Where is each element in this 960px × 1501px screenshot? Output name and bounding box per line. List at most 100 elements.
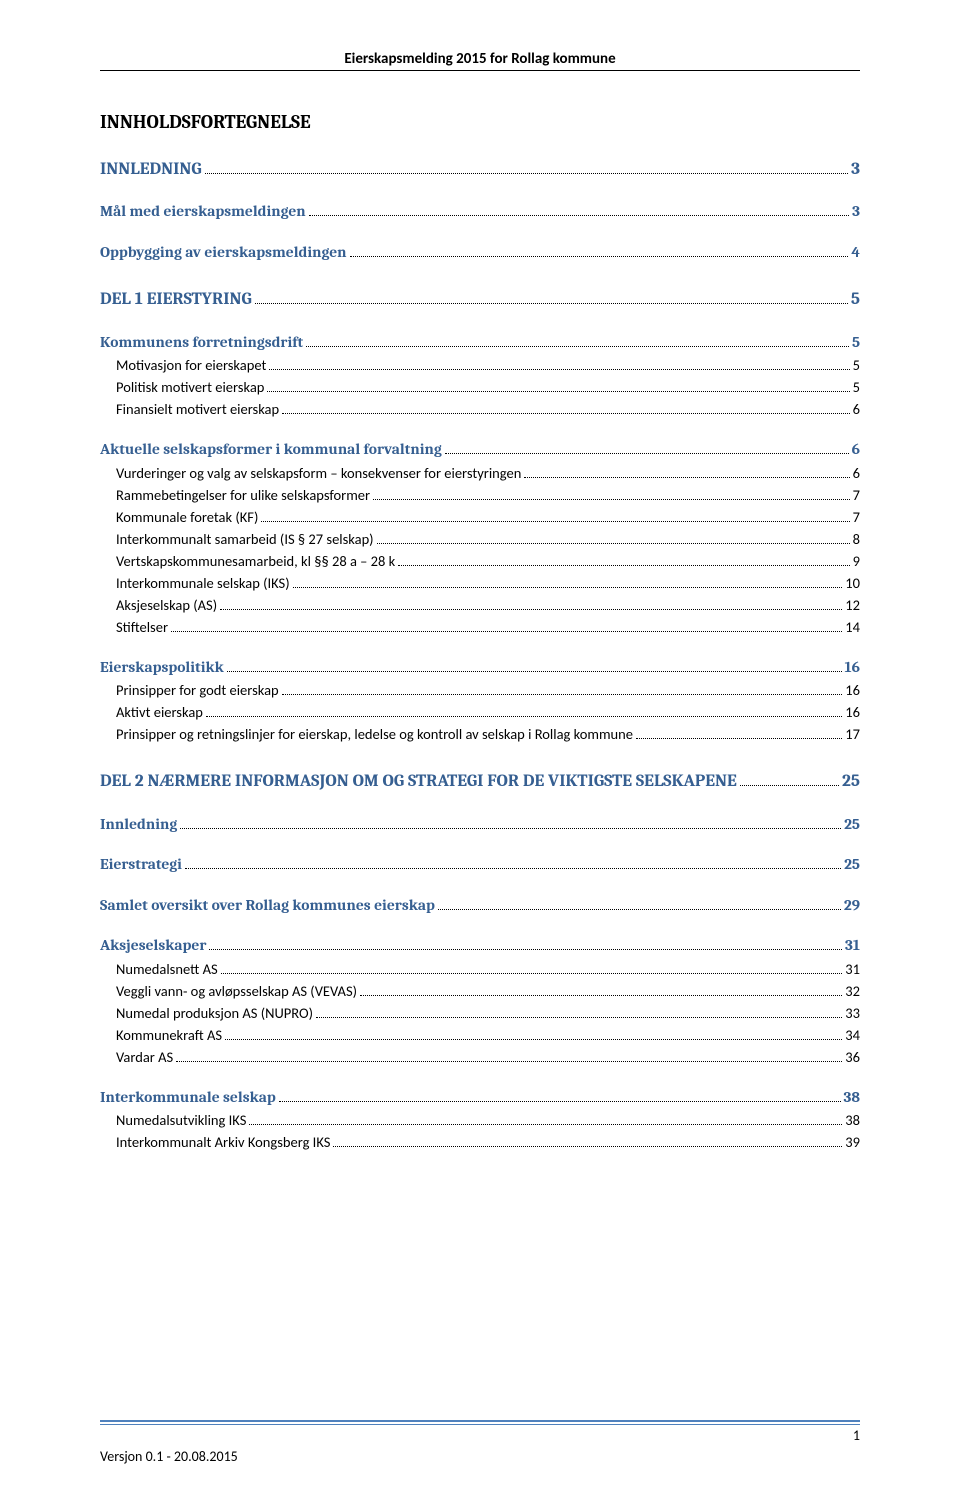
toc-entry-label: Vurderinger og valg av selskapsform – ko…: [116, 463, 521, 484]
toc-entry-page: 16: [845, 680, 860, 701]
toc-leader-dots: [373, 487, 850, 500]
toc-entry: Eierstrategi25: [100, 853, 860, 875]
toc-entry-label: Aksjeselskap (AS): [116, 595, 217, 616]
toc-leader-dots: [445, 440, 849, 454]
toc-entry-label: DEL 2 NÆRMERE INFORMASJON OM OG STRATEGI…: [100, 769, 737, 794]
toc-leader-dots: [261, 509, 849, 522]
toc-entry: Rammebetingelser for ulike selskapsforme…: [100, 485, 860, 506]
toc-entry: Interkommunale selskap 38: [100, 1086, 860, 1108]
toc-leader-dots: [524, 465, 849, 478]
toc-entry-label: Eierstrategi: [100, 853, 182, 875]
toc-leader-dots: [279, 1088, 841, 1102]
table-of-contents: INNLEDNING 3 Mål med eierskapsmeldingen 3 Op…: [100, 157, 860, 1153]
toc-entry-page: 38: [845, 1110, 860, 1131]
toc-entry-page: 6: [852, 438, 860, 460]
toc-entry-label: Oppbygging av eierskapsmeldingen: [100, 241, 347, 263]
footer-version-text: Versjon 0.1 - 20.08.2015: [100, 1448, 860, 1465]
toc-leader-dots: [438, 896, 841, 910]
toc-entry-label: Innledning: [100, 813, 177, 835]
toc-entry-page: 25: [844, 813, 860, 835]
toc-entry-label: Eierskapspolitikk: [100, 656, 224, 678]
toc-entry-label: Interkommunalt samarbeid (IS § 27 selska…: [116, 529, 374, 550]
toc-entry-page: 14: [845, 617, 860, 638]
toc-entry-label: Rammebetingelser for ulike selskapsforme…: [116, 485, 370, 506]
toc-entry-label: Kommunale foretak (KF): [116, 507, 258, 528]
toc-entry-page: 5: [853, 355, 860, 376]
toc-entry: Prinsipper og retningslinjer for eierska…: [100, 724, 860, 745]
toc-entry-page: 38: [844, 1086, 861, 1108]
toc-entry-label: INNLEDNING: [100, 157, 202, 182]
toc-entry: Innledning 25: [100, 813, 860, 835]
toc-entry: INNLEDNING 3: [100, 157, 860, 182]
toc-entry-label: Prinsipper og retningslinjer for eierska…: [116, 724, 633, 745]
toc-entry: Vertskapskommunesamarbeid, kl §§ 28 a – …: [100, 551, 860, 572]
toc-entry-label: Aksjeselskaper: [100, 934, 206, 956]
toc-leader-dots: [220, 597, 842, 610]
toc-leader-dots: [282, 682, 843, 695]
toc-entry: Numedal produksjon AS (NUPRO)33: [100, 1003, 860, 1024]
document-title: Eierskapsmelding 2015 for Rollag kommune: [344, 50, 615, 68]
toc-entry-page: 7: [853, 485, 860, 506]
toc-entry-page: 5: [851, 287, 860, 312]
toc-entry-label: Stiftelser: [116, 617, 168, 638]
toc-leader-dots: [176, 1049, 842, 1062]
page-footer: 1 Versjon 0.1 - 20.08.2015: [100, 1420, 860, 1465]
footer-rule-thick: [100, 1420, 860, 1422]
toc-entry: Politisk motivert eierskap5: [100, 377, 860, 398]
toc-entry-label: Kommunekraft AS: [116, 1025, 222, 1046]
toc-leader-dots: [209, 936, 842, 950]
toc-entry: Vardar AS36: [100, 1047, 860, 1068]
toc-leader-dots: [180, 815, 841, 829]
toc-entry: Interkommunalt samarbeid (IS § 27 selska…: [100, 529, 860, 550]
toc-entry: Aksjeselskaper 31: [100, 934, 860, 956]
toc-entry-label: Kommunens forretningsdrift: [100, 331, 303, 353]
toc-entry: Eierskapspolitikk 16: [100, 656, 860, 678]
toc-entry-page: 7: [853, 507, 860, 528]
toc-entry: Numedalsnett AS31: [100, 959, 860, 980]
toc-title: INNHOLDSFORTEGNELSE: [100, 111, 860, 133]
toc-entry: Aktivt eierskap16: [100, 702, 860, 723]
toc-leader-dots: [225, 1027, 842, 1040]
toc-entry: Interkommunale selskap (IKS)10: [100, 573, 860, 594]
document-header: Eierskapsmelding 2015 for Rollag kommune: [100, 50, 860, 71]
toc-entry: Kommunekraft AS 34: [100, 1025, 860, 1046]
toc-entry-page: 6: [853, 399, 860, 420]
toc-leader-dots: [205, 158, 848, 174]
toc-entry-page: 16: [845, 656, 860, 678]
toc-entry: Veggli vann- og avløpsselskap AS (VEVAS)…: [100, 981, 860, 1002]
toc-entry-label: Prinsipper for godt eierskap: [116, 680, 279, 701]
toc-entry: DEL 2 NÆRMERE INFORMASJON OM OG STRATEGI…: [100, 769, 860, 794]
toc-entry-page: 31: [845, 934, 860, 956]
footer-rule-thin: [100, 1424, 860, 1425]
toc-entry-page: 31: [845, 959, 860, 980]
toc-entry: Vurderinger og valg av selskapsform – ko…: [100, 463, 860, 484]
toc-entry: Numedalsutvikling IKS38: [100, 1110, 860, 1131]
page-number: 1: [100, 1427, 860, 1444]
toc-entry: Oppbygging av eierskapsmeldingen 4: [100, 241, 860, 263]
toc-entry-label: Motivasjon for eierskapet: [116, 355, 266, 376]
toc-entry-page: 5: [852, 331, 860, 353]
toc-leader-dots: [255, 289, 848, 305]
toc-entry-page: 39: [845, 1132, 860, 1153]
toc-entry-page: 34: [845, 1025, 860, 1046]
toc-leader-dots: [267, 379, 849, 392]
toc-entry-label: Interkommunalt Arkiv Kongsberg IKS: [116, 1132, 330, 1153]
toc-leader-dots: [636, 726, 842, 739]
toc-entry-page: 25: [842, 769, 860, 794]
toc-entry-label: Aktuelle selskapsformer i kommunal forva…: [100, 438, 442, 460]
toc-entry-label: Interkommunale selskap: [100, 1086, 276, 1108]
toc-entry-label: Mål med eierskapsmeldingen: [100, 200, 306, 222]
toc-entry: Samlet oversikt over Rollag kommunes eie…: [100, 894, 860, 916]
toc-leader-dots: [269, 357, 849, 370]
toc-entry-page: 3: [851, 157, 860, 182]
toc-entry-page: 3: [852, 200, 860, 222]
toc-leader-dots: [398, 553, 849, 566]
toc-entry-page: 36: [845, 1047, 860, 1068]
toc-entry-label: Numedal produksjon AS (NUPRO): [116, 1003, 313, 1024]
toc-entry-page: 4: [851, 241, 860, 263]
toc-entry-page: 10: [845, 573, 860, 594]
toc-entry: Kommunale foretak (KF) 7: [100, 507, 860, 528]
toc-entry-page: 12: [845, 595, 860, 616]
toc-entry-label: Politisk motivert eierskap: [116, 377, 264, 398]
toc-leader-dots: [206, 704, 842, 717]
